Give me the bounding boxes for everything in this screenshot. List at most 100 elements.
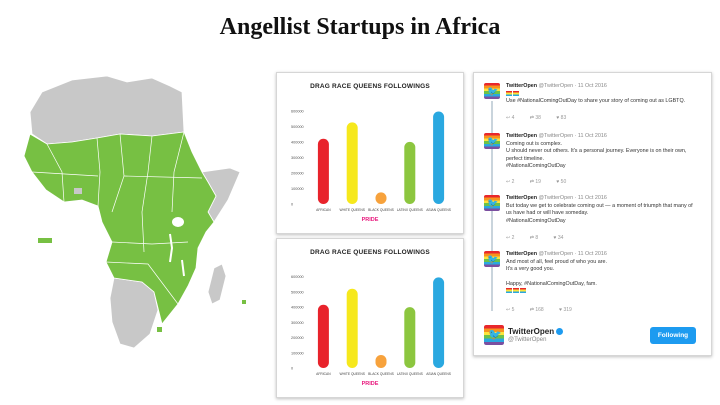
tweet-author[interactable]: TwitterOpen: [506, 195, 538, 201]
tweet-text: us have had or will have someday.: [506, 210, 589, 217]
verified-badge-icon: [556, 328, 564, 336]
profile-name[interactable]: TwitterOpen: [508, 327, 564, 336]
bar: [317, 138, 329, 204]
following-button[interactable]: Following: [650, 327, 696, 344]
enclave-gray: [74, 188, 82, 194]
like-icon[interactable]: ♥ 319: [559, 307, 572, 313]
reply-icon[interactable]: ↩ 2: [506, 235, 515, 241]
twitter-bird-icon: 🐦: [487, 136, 499, 146]
tweet-handle: @TwitterOpen · 11 Oct 2016: [538, 133, 607, 139]
lake-malawi: [181, 259, 185, 277]
x-tick-label: BLACK QUEENS: [368, 372, 394, 376]
y-tick-label: 0: [291, 367, 293, 371]
x-tick-label: ASIAN QUEENS: [426, 208, 452, 212]
y-tick-label: 600000: [291, 109, 304, 113]
north-africa-gray: [29, 75, 185, 145]
tweet-text: And most of all, feel proud of who you a…: [506, 259, 607, 265]
pride-brand: PRIDE: [361, 381, 379, 387]
rainbow-flag-icon: [520, 287, 526, 293]
bar-chart-panel-1: DRAG RACE QUEENS FOLLOWINGS 600000 500000…: [276, 72, 464, 234]
bar-chart-1: 600000 500000 400000 300000 200000 100000 0 AFR…: [291, 109, 452, 212]
bar: [433, 277, 445, 368]
tweet-text: #NationalComingOutDay: [506, 162, 566, 169]
bar: [346, 288, 358, 368]
slide-title: Angellist Startups in Africa: [219, 14, 501, 40]
emoji-row: [506, 287, 701, 295]
x-tick-label: ASIAN QUEENS: [426, 372, 452, 376]
tweet-text: But today we get to celebrate coming out…: [506, 203, 693, 209]
tweet-handle: @TwitterOpen · 11 Oct 2016: [538, 83, 607, 89]
y-tick-label: 500000: [291, 125, 304, 129]
tweet-text-spacer: [506, 274, 701, 281]
tweet-text: U should never out others. It's a person…: [506, 148, 687, 155]
cape-verde: [38, 238, 52, 243]
bar: [375, 192, 387, 204]
like-icon[interactable]: ♥ 50: [556, 179, 567, 185]
rainbow-flag-icon: [513, 287, 519, 293]
tweet-author[interactable]: TwitterOpen: [506, 83, 538, 89]
chart-title: DRAG RACE QUEENS FOLLOWINGS: [310, 249, 430, 256]
retweet-icon[interactable]: ⇄ 19: [529, 179, 541, 185]
y-tick-label: 300000: [291, 321, 304, 325]
bar-chart-panel-2: DRAG RACE QUEENS FOLLOWINGS 600000 500000…: [276, 238, 464, 398]
x-tick-label: WHITE QUEENS: [339, 372, 365, 376]
lake-tanganyika: [169, 233, 174, 263]
bar: [317, 304, 329, 368]
x-tick-label: LATINX QUEENS: [397, 208, 424, 212]
tweet-author[interactable]: TwitterOpen: [506, 133, 538, 139]
y-tick-label: 200000: [291, 171, 304, 175]
twitter-bird-icon: 🐦: [488, 329, 502, 341]
bar-chart-2: 600000 500000 400000 300000 200000 100000 0 AFR…: [291, 275, 452, 376]
tweet-text: Use #NationalComingOutDay to share your …: [506, 98, 686, 105]
retweet-icon[interactable]: ⇄ 8: [529, 235, 539, 241]
tweet-handle: @TwitterOpen · 11 Oct 2016: [538, 195, 607, 201]
twitter-bird-icon: 🐦: [487, 254, 499, 264]
rainbow-flag-icon: [506, 287, 512, 293]
y-tick-label: 100000: [291, 351, 304, 355]
emoji-row: [506, 91, 701, 98]
tweet-text: #NationalComingOutDay: [506, 217, 566, 224]
avatar[interactable]: 🐦: [484, 251, 500, 267]
lake-victoria: [172, 217, 184, 227]
retweet-icon[interactable]: ⇄ 38: [529, 115, 541, 121]
x-tick-label: AFRICAN: [316, 208, 331, 212]
profile-avatar[interactable]: 🐦: [484, 325, 504, 345]
bar: [375, 355, 387, 368]
x-tick-label: BLACK QUEENS: [368, 208, 394, 212]
rainbow-flag-icon: [506, 91, 512, 97]
like-icon[interactable]: ♥ 34: [553, 235, 564, 241]
tweet-text: Happy, #NationalComingOutDay, fam.: [506, 280, 597, 287]
y-tick-label: 400000: [291, 140, 304, 144]
africa-map: [23, 75, 246, 349]
tweet-handle: @TwitterOpen · 11 Oct 2016: [538, 251, 607, 257]
y-tick-label: 300000: [291, 156, 304, 160]
y-tick-label: 100000: [291, 187, 304, 191]
country-borders: [31, 131, 203, 305]
reply-icon[interactable]: ↩ 2: [506, 179, 515, 185]
y-tick-label: 200000: [291, 336, 304, 340]
avatar[interactable]: 🐦: [484, 83, 500, 99]
twitter-bird-icon: 🐦: [487, 198, 499, 208]
tweet-text: perfect timeline.: [506, 155, 545, 162]
highlighted-countries: [23, 131, 217, 325]
reply-icon[interactable]: ↩ 5: [506, 307, 515, 313]
madagascar-gray: [207, 263, 227, 305]
retweet-icon[interactable]: ⇄ 168: [529, 307, 544, 313]
rainbow-flag-icon: [513, 91, 519, 97]
like-icon[interactable]: ♥ 83: [556, 115, 567, 121]
bar: [404, 307, 416, 368]
avatar[interactable]: 🐦: [484, 195, 500, 211]
reply-icon[interactable]: ↩ 4: [506, 115, 515, 121]
mauritius: [242, 300, 246, 304]
y-tick-label: 600000: [291, 275, 304, 279]
bar: [346, 122, 358, 204]
x-tick-label: WHITE QUEENS: [339, 208, 365, 212]
x-tick-label: AFRICAN: [316, 372, 331, 376]
y-tick-label: 500000: [291, 290, 304, 294]
bar: [404, 141, 416, 204]
y-tick-label: 0: [291, 203, 293, 207]
tweet-author[interactable]: TwitterOpen: [506, 251, 538, 257]
y-tick-label: 400000: [291, 306, 304, 310]
avatar[interactable]: 🐦: [484, 133, 500, 149]
lesotho: [157, 327, 162, 332]
